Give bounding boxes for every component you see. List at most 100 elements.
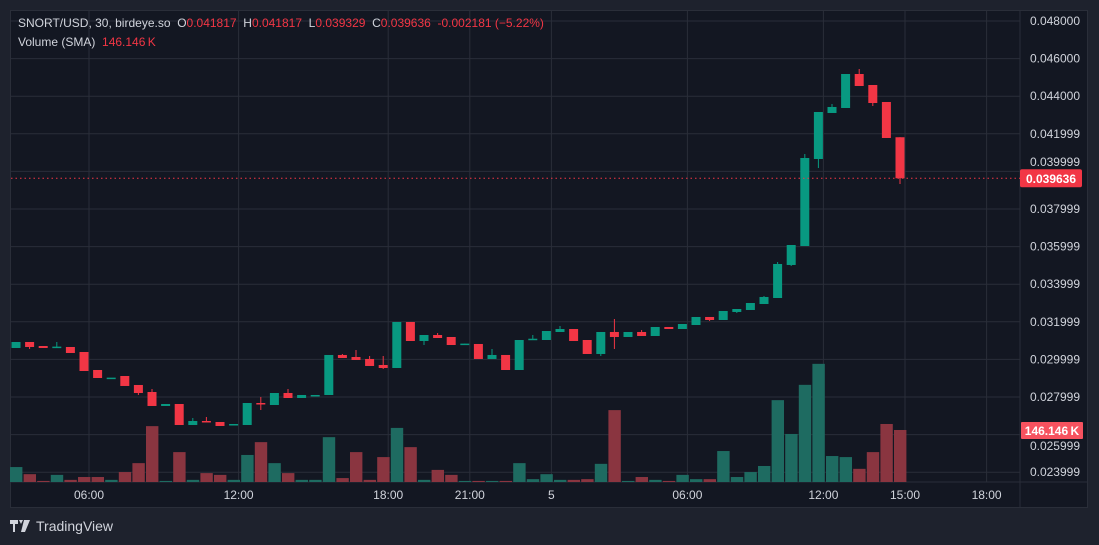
volume-bar	[771, 400, 784, 482]
candle-down	[256, 402, 266, 405]
volume-bar	[635, 477, 648, 482]
price-tick-label: 0.029999	[1030, 352, 1080, 366]
time-tick-label: 5	[548, 488, 555, 502]
candle-up	[528, 338, 538, 341]
candle-up	[691, 316, 701, 325]
candle-down	[433, 334, 443, 339]
candle-up	[800, 157, 810, 246]
candle-up	[677, 323, 687, 330]
volume-bar	[186, 479, 200, 482]
candle-down	[664, 326, 674, 330]
volume-bar	[662, 480, 676, 482]
volume-bar	[608, 410, 621, 482]
candle-up	[324, 354, 334, 395]
time-tick-label: 21:00	[455, 488, 485, 502]
volume-bar	[676, 474, 689, 482]
volume-bar	[880, 423, 893, 482]
high-label: H	[243, 16, 252, 30]
volume-bar	[839, 457, 852, 482]
candle-down	[283, 392, 293, 398]
ohlc-legend: SNORT/USD, 30, birdeye.so O0.041817 H0.0…	[18, 16, 544, 30]
volume-bar	[50, 474, 64, 482]
volume-bar	[853, 468, 866, 482]
price-tick-label: 0.023999	[1030, 465, 1080, 479]
candle-down	[868, 84, 878, 104]
volume-bar	[866, 452, 880, 482]
open-value: 0.041817	[186, 16, 237, 30]
candle-down	[147, 391, 157, 406]
volume-legend: Volume (SMA) 146.146 K	[18, 35, 156, 49]
last-volume-badge	[1021, 421, 1083, 439]
volume-bar	[309, 479, 322, 482]
volume-bar	[23, 474, 36, 482]
volume-bar	[241, 454, 254, 482]
volume-bar	[513, 463, 526, 482]
candle-down	[881, 101, 891, 138]
time-tick-label: 06:00	[672, 488, 702, 502]
low-label: L	[308, 16, 316, 30]
volume-bar	[554, 479, 567, 482]
volume-bar	[336, 478, 349, 482]
candle-down	[365, 358, 375, 366]
candle-down	[854, 73, 864, 86]
candle-down	[609, 331, 619, 337]
volume-bar	[526, 479, 540, 482]
tradingview-logo[interactable]: TradingView	[10, 518, 113, 534]
candle-down	[133, 384, 143, 393]
candle-down	[895, 137, 905, 179]
candle-down	[473, 343, 483, 359]
candle-down	[705, 316, 715, 320]
price-tick-label: 0.048000	[1030, 14, 1080, 28]
volume-bar	[418, 479, 431, 482]
volume-value: 146.146 K	[102, 35, 156, 49]
candle-down	[582, 339, 592, 354]
volume-bar	[717, 451, 730, 482]
change-value: -0.002181 (−5.22%)	[437, 16, 544, 30]
volume-bar	[785, 433, 798, 482]
candle-down	[405, 321, 415, 341]
candle-up	[541, 330, 551, 340]
time-tick-label: 12:00	[224, 488, 254, 502]
volume-bar	[390, 427, 404, 482]
candle-down	[79, 351, 89, 371]
volume-bar	[486, 480, 499, 482]
last-price-badge	[1020, 169, 1082, 188]
volume-bar	[268, 463, 281, 482]
candle-up	[269, 392, 279, 405]
price-tick-label: 0.025999	[1030, 439, 1080, 453]
candle-up	[827, 106, 837, 113]
close-value: 0.039636	[380, 16, 431, 30]
price-tick-label: 0.031999	[1030, 315, 1080, 329]
volume-bar	[37, 480, 50, 482]
candle-up	[732, 308, 742, 312]
volume-bar	[91, 477, 104, 482]
volume-bar	[458, 480, 472, 482]
candle-down	[569, 329, 579, 341]
candle-up	[718, 310, 728, 320]
volume-bar	[812, 363, 825, 482]
candle-up	[596, 331, 606, 354]
candle-down	[215, 422, 225, 426]
candle-up	[623, 331, 633, 337]
price-tick-label: 0.039999	[1030, 155, 1080, 169]
volume-bar	[798, 384, 812, 482]
logo-text: TradingView	[36, 518, 114, 534]
last-volume-label: 146.146 K	[1025, 424, 1080, 438]
candle-down	[201, 420, 211, 423]
volume-bar	[200, 473, 213, 482]
candle-up	[745, 303, 755, 310]
volume-bar	[730, 477, 744, 482]
volume-bar	[581, 479, 594, 482]
volume-bar	[227, 479, 240, 482]
candle-up	[52, 346, 62, 349]
price-tick-label: 0.044000	[1030, 89, 1080, 103]
volume-bar	[499, 480, 512, 482]
low-value: 0.039329	[315, 16, 366, 30]
chart-panel[interactable]	[10, 10, 1088, 508]
volume-bar	[690, 479, 703, 482]
candle-down	[65, 346, 75, 353]
symbol-title: SNORT/USD, 30, birdeye.so	[18, 16, 171, 30]
volume-bar	[431, 469, 444, 482]
candle-up	[514, 339, 524, 371]
